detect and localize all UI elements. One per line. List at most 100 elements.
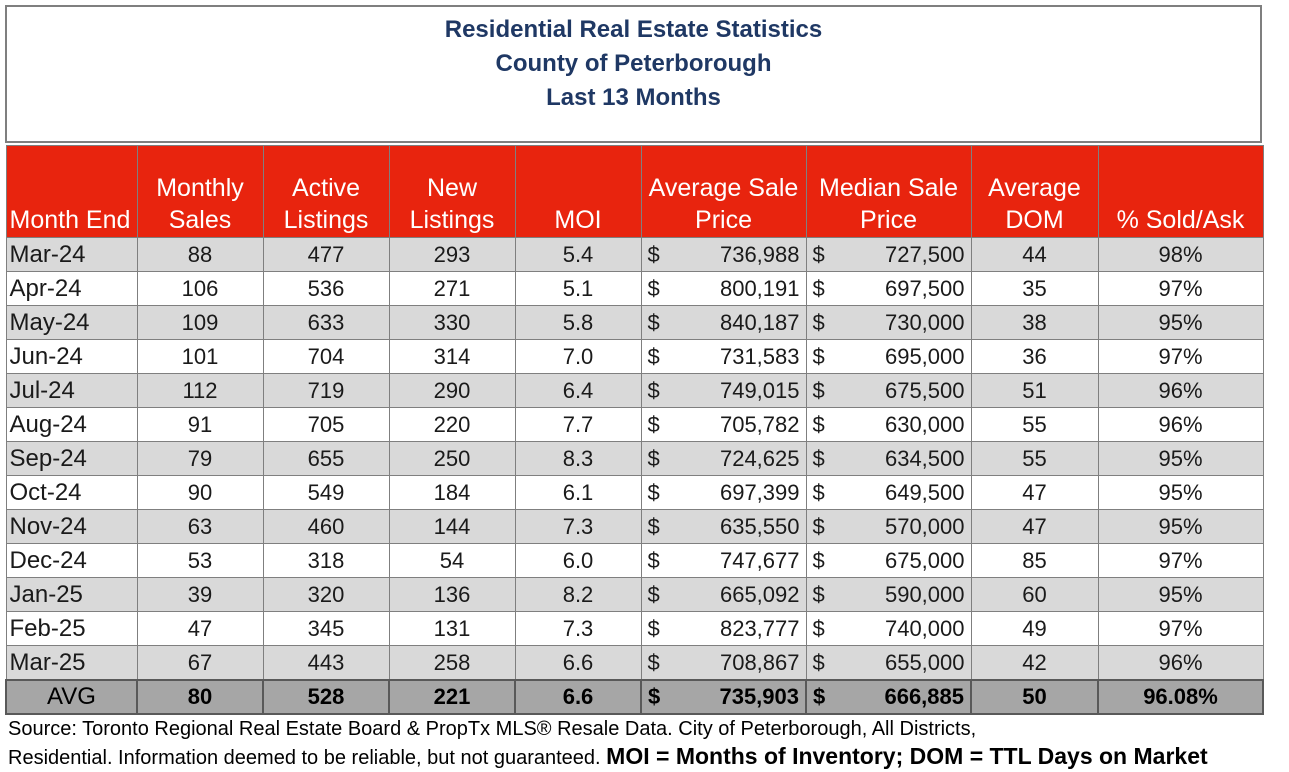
cell-new: 54 [388,543,516,578]
header-moi: MOI [514,145,642,238]
cell-month: Oct-24 [5,475,138,510]
table-row: Mar-25 67 443 258 6.6 $708,867 $655,000 42 96% [5,645,1264,681]
cell-median: $727,500 [805,237,972,272]
cell-sold: 95% [1097,509,1264,544]
cell-moi: 6.1 [514,475,642,510]
average-dom: 50 [970,679,1099,715]
cell-new: 330 [388,305,516,340]
cell-sales: 79 [136,441,264,476]
cell-month: Mar-24 [5,237,138,272]
cell-sales: 109 [136,305,264,340]
cell-dom: 55 [970,407,1099,442]
table-row: Apr-24 106 536 271 5.1 $800,191 $697,500 35 97% [5,271,1264,306]
cell-avg: $708,867 [640,645,807,681]
average-active: 528 [262,679,390,715]
cell-moi: 7.3 [514,509,642,544]
cell-sales: 101 [136,339,264,374]
cell-sold: 97% [1097,543,1264,578]
cell-avg: $823,777 [640,611,807,646]
title-line-1: Residential Real Estate Statistics [444,16,823,43]
header-active-listings: Active Listings [262,145,390,238]
footnote-line-1: Source: Toronto Regional Real Estate Boa… [8,718,977,740]
cell-new: 184 [388,475,516,510]
cell-month: Sep-24 [5,441,138,476]
cell-moi: 6.6 [514,645,642,681]
cell-moi: 7.7 [514,407,642,442]
header-sold-ask: % Sold/Ask [1097,145,1264,238]
header-median-sale-price: Median Sale Price [805,145,972,238]
average-sales: 80 [136,679,264,715]
cell-sold: 96% [1097,373,1264,408]
cell-new: 250 [388,441,516,476]
cell-moi: 5.1 [514,271,642,306]
cell-month: Dec-24 [5,543,138,578]
cell-month: Apr-24 [5,271,138,306]
title-box: Residential Real Estate Statistics Count… [5,5,1262,143]
cell-new: 271 [388,271,516,306]
cell-new: 290 [388,373,516,408]
table-row: Oct-24 90 549 184 6.1 $697,399 $649,500 47 95% [5,475,1264,510]
header-month: Month End [5,145,138,238]
cell-active: 719 [262,373,390,408]
table-row: Sep-24 79 655 250 8.3 $724,625 $634,500 55 95% [5,441,1264,476]
cell-new: 293 [388,237,516,272]
cell-moi: 5.4 [514,237,642,272]
cell-median: $697,500 [805,271,972,306]
table-row: Mar-24 88 477 293 5.4 $736,988 $727,500 44 98% [5,237,1264,272]
cell-moi: 7.3 [514,611,642,646]
cell-avg: $635,550 [640,509,807,544]
footnote-legend: MOI = Months of Inventory; DOM = TTL Day… [606,743,1208,769]
average-median-price: $666,885 [805,679,972,715]
cell-dom: 38 [970,305,1099,340]
cell-median: $590,000 [805,577,972,612]
cell-moi: 8.3 [514,441,642,476]
cell-sold: 95% [1097,577,1264,612]
cell-moi: 5.8 [514,305,642,340]
cell-active: 443 [262,645,390,681]
cell-dom: 47 [970,475,1099,510]
cell-median: $730,000 [805,305,972,340]
cell-sales: 39 [136,577,264,612]
table-row: Feb-25 47 345 131 7.3 $823,777 $740,000 49 97% [5,611,1264,646]
average-new: 221 [388,679,516,715]
header-row: Month End Monthly Sales Active Listings Ne… [5,145,1264,238]
cell-month: Jan-25 [5,577,138,612]
cell-active: 318 [262,543,390,578]
cell-median: $649,500 [805,475,972,510]
cell-new: 220 [388,407,516,442]
cell-moi: 8.2 [514,577,642,612]
cell-median: $655,000 [805,645,972,681]
cell-month: May-24 [5,305,138,340]
cell-dom: 85 [970,543,1099,578]
cell-active: 345 [262,611,390,646]
cell-median: $695,000 [805,339,972,374]
cell-avg: $724,625 [640,441,807,476]
title-line-2: County of Peterborough [495,50,772,77]
header-monthly-sales: Monthly Sales [136,145,264,238]
cell-sales: 91 [136,407,264,442]
cell-month: Feb-25 [5,611,138,646]
footnote-disclaimer: Residential. Information deemed to be re… [8,747,601,769]
cell-month: Jun-24 [5,339,138,374]
cell-sales: 47 [136,611,264,646]
cell-sold: 96% [1097,407,1264,442]
cell-active: 477 [262,237,390,272]
statistics-table: Month End Monthly Sales Active Listings Ne… [5,145,1264,715]
cell-new: 136 [388,577,516,612]
cell-dom: 35 [970,271,1099,306]
cell-month: Mar-25 [5,645,138,681]
cell-month: Aug-24 [5,407,138,442]
cell-median: $630,000 [805,407,972,442]
cell-sold: 97% [1097,339,1264,374]
average-moi: 6.6 [514,679,642,715]
cell-avg: $736,988 [640,237,807,272]
cell-active: 655 [262,441,390,476]
cell-avg: $697,399 [640,475,807,510]
average-row: AVG 80 528 221 6.6 $735,903 $666,885 50 … [5,679,1264,715]
cell-sold: 95% [1097,305,1264,340]
cell-sales: 67 [136,645,264,681]
cell-dom: 42 [970,645,1099,681]
cell-avg: $800,191 [640,271,807,306]
header-new-listings: New Listings [388,145,516,238]
cell-median: $675,000 [805,543,972,578]
